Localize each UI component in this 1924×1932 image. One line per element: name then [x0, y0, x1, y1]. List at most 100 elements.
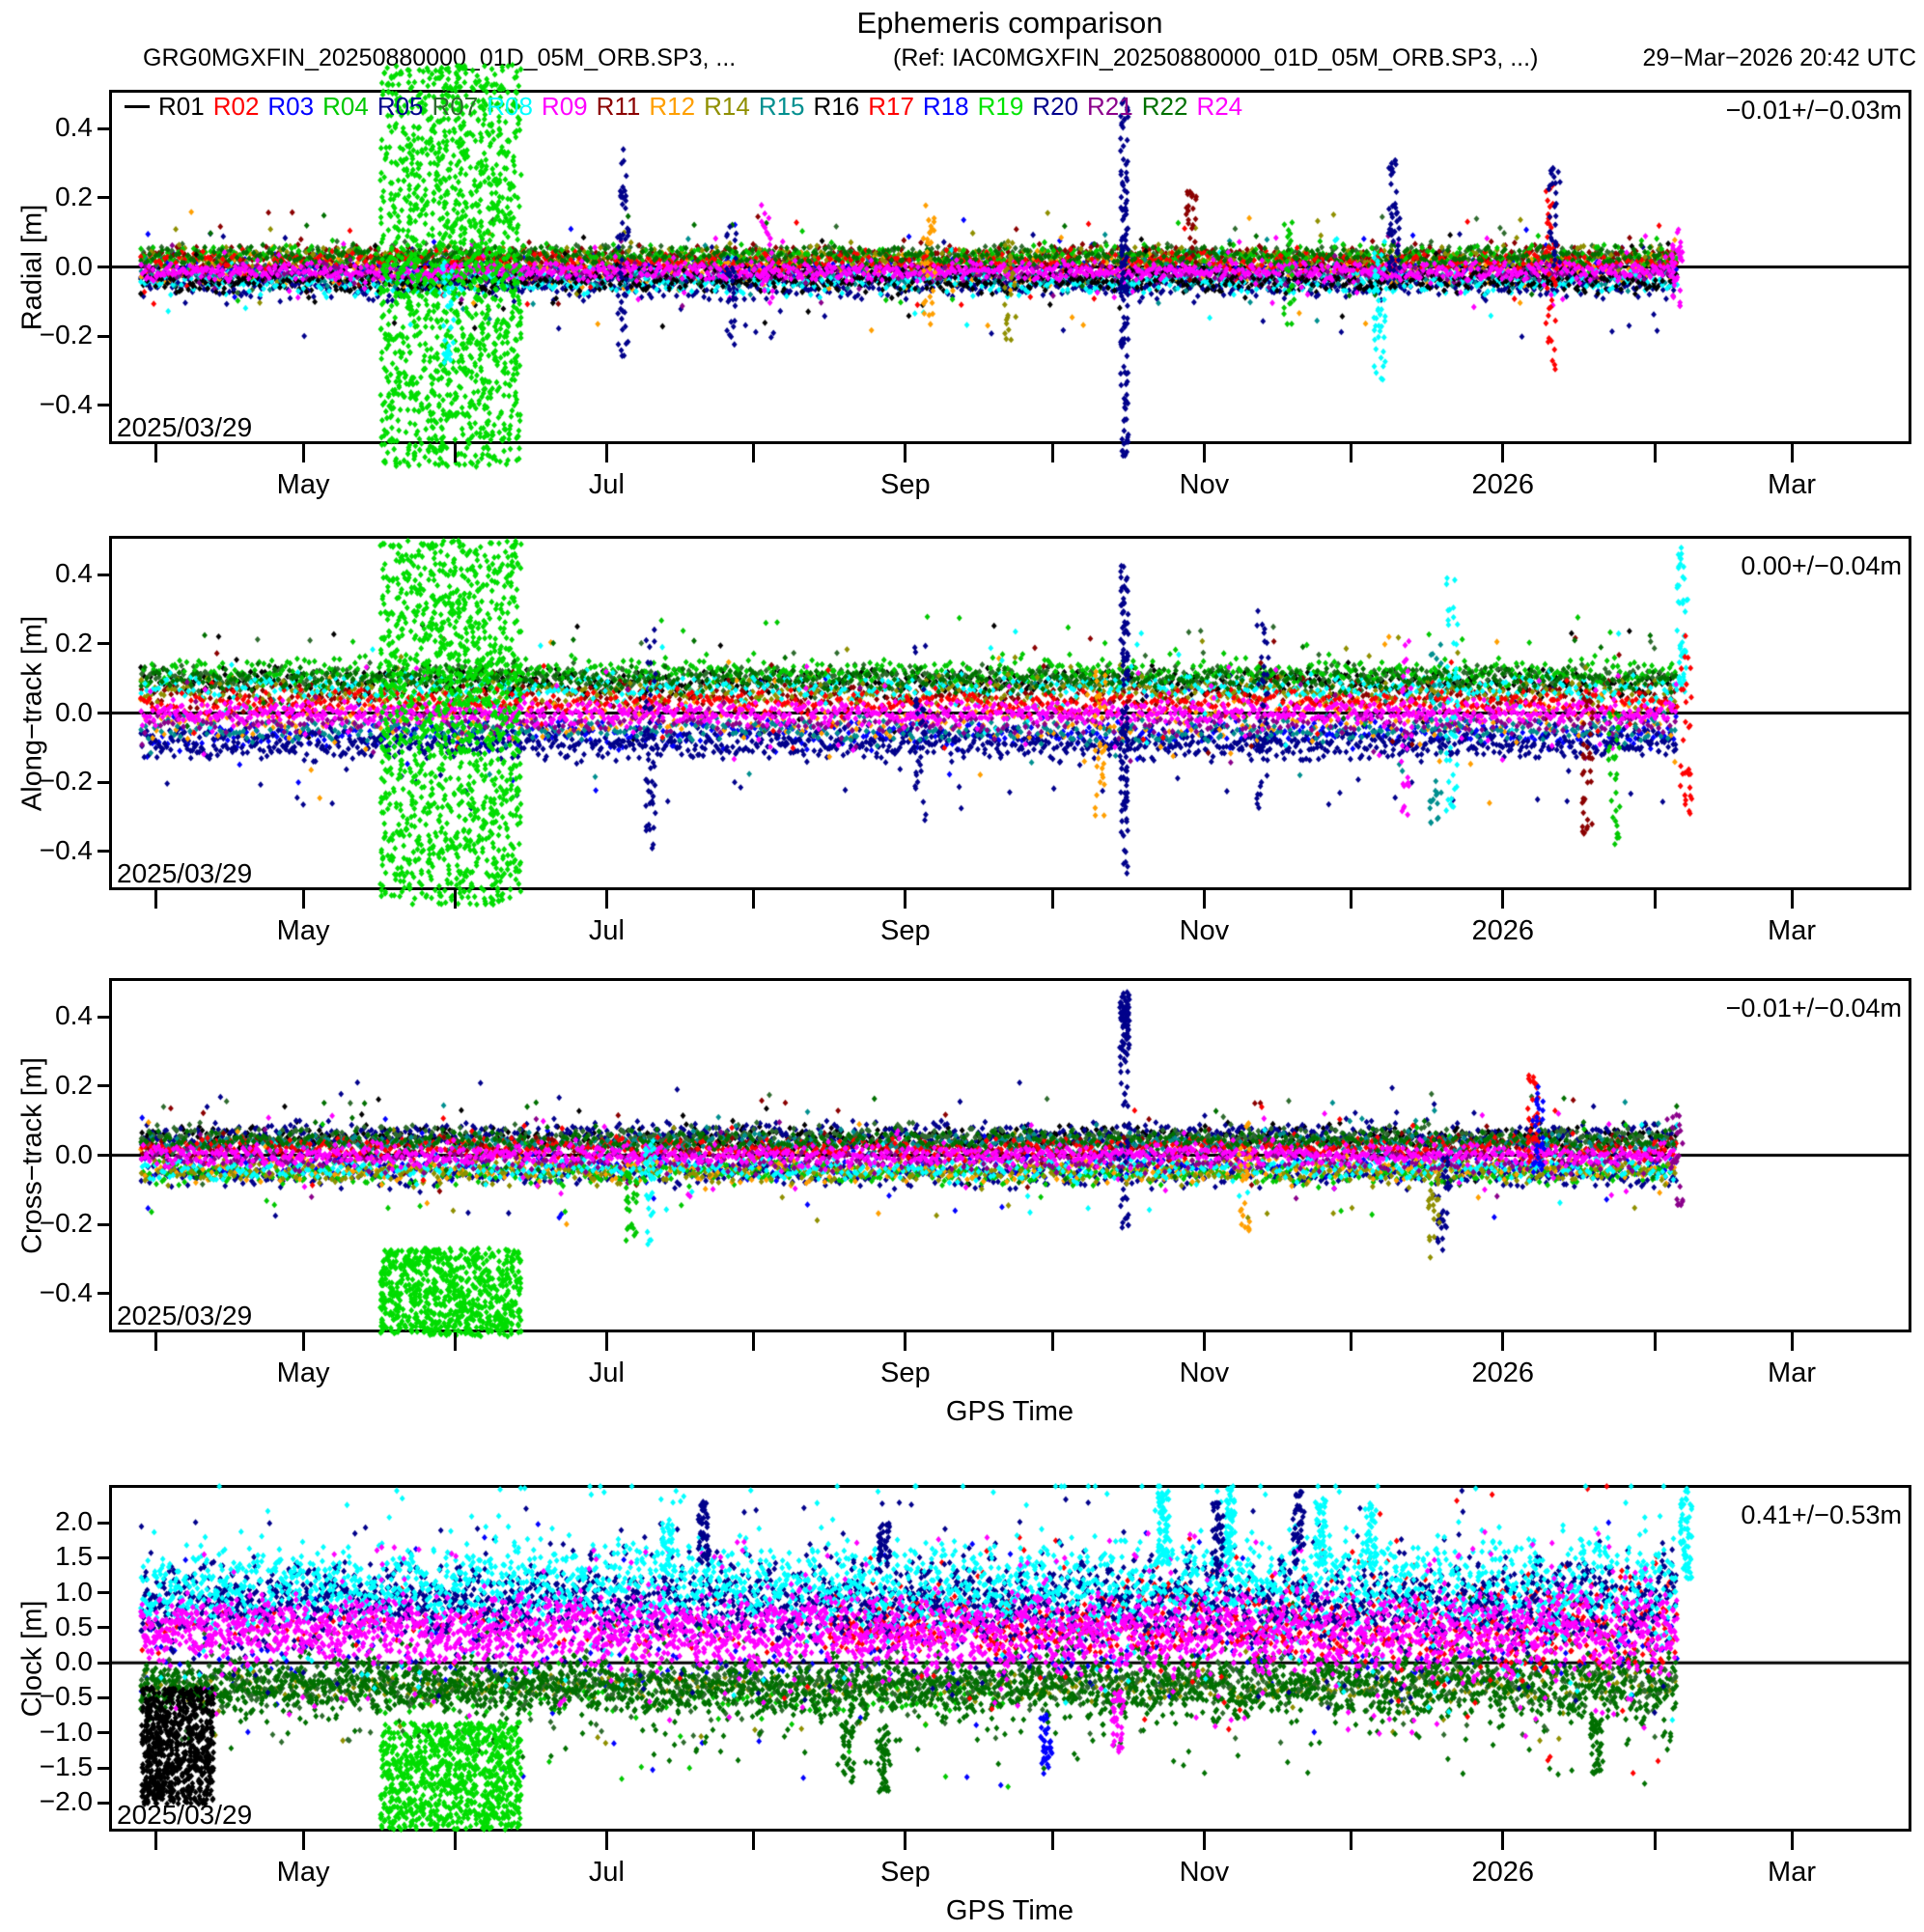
y-tick-label-cross-track: 0.2 [55, 1069, 93, 1100]
x-tick-label-clock: Jul [588, 1857, 626, 1888]
x-tick-label-clock: Sep [880, 1857, 931, 1888]
x-tick-along-track [1501, 890, 1505, 909]
x-tick-radial [1653, 444, 1657, 462]
x-tick-cross-track [604, 1332, 608, 1351]
x-tick-label-radial: Sep [880, 469, 931, 500]
y-tick-label-cross-track: 0.4 [55, 1000, 93, 1031]
legend-entry-r17: R17 [868, 92, 914, 121]
x-tick-radial [453, 444, 457, 462]
legend-entry-r04: R04 [322, 92, 369, 121]
x-tick-label-along-track: Sep [880, 915, 931, 946]
x-tick-along-track [453, 890, 457, 909]
x-tick-label-along-track: Jul [588, 915, 626, 946]
x-tick-radial [1350, 444, 1353, 462]
x-tick-label-radial: Jul [588, 469, 626, 500]
y-tick-along-track [98, 780, 109, 784]
y-tick-label-along-track: 0.0 [55, 696, 93, 727]
x-tick-radial [604, 444, 608, 462]
x-tick-label-radial: 2026 [1471, 469, 1535, 500]
y-tick-label-clock: 1.0 [55, 1576, 93, 1607]
x-tick-cross-track [1202, 1332, 1206, 1351]
y-tick-along-track [98, 573, 109, 576]
x-tick-cross-track [1350, 1332, 1353, 1351]
y-tick-label-cross-track: −0.4 [39, 1276, 93, 1307]
y-tick-label-clock: 0.5 [55, 1610, 93, 1641]
y-tick-label-clock: 1.5 [55, 1541, 93, 1572]
x-tick-cross-track [1653, 1332, 1657, 1351]
legend-entry-r08: R08 [487, 92, 533, 121]
legend-entry-r20: R20 [1032, 92, 1079, 121]
x-tick-label-clock: May [276, 1857, 330, 1888]
x-tick-along-track [904, 890, 907, 909]
x-tick-clock [453, 1832, 457, 1850]
legend-entry-r02: R02 [212, 92, 260, 121]
x-tick-radial [904, 444, 907, 462]
x-tick-label-cross-track: Mar [1768, 1358, 1817, 1388]
x-tick-along-track [301, 890, 305, 909]
y-tick-clock [98, 1591, 109, 1595]
legend-entry-r16: R16 [813, 92, 860, 121]
y-tick-radial [98, 196, 109, 200]
x-tick-along-track [154, 890, 158, 909]
y-tick-label-clock: 0.0 [55, 1646, 93, 1677]
x-tick-radial [1050, 444, 1054, 462]
x-tick-radial [1501, 444, 1505, 462]
x-tick-label-along-track: 2026 [1471, 915, 1535, 946]
x-tick-clock [1501, 1832, 1505, 1850]
legend-entry-r07: R07 [432, 92, 479, 121]
satellite-legend: R01 R02 R03 R04 R05 R07 R08 R09 R11 R12 R14 R15 R16 R… [125, 92, 1242, 122]
x-tick-clock [1050, 1832, 1054, 1850]
x-tick-clock [1350, 1832, 1353, 1850]
legend-entry-r09: R09 [541, 92, 588, 121]
x-tick-along-track [604, 890, 608, 909]
y-tick-clock [98, 1801, 109, 1805]
x-tick-label-along-track: Nov [1179, 915, 1230, 946]
y-tick-label-clock: −1.5 [39, 1751, 93, 1781]
start-date-label-along-track: 2025/03/29 [117, 858, 253, 888]
x-tick-clock [1202, 1832, 1206, 1850]
along-track-scatter-canvas [109, 507, 1911, 919]
x-tick-radial [1790, 444, 1794, 462]
x-tick-radial [1202, 444, 1206, 462]
legend-line-marker [125, 105, 150, 108]
x-tick-label-clock: Nov [1179, 1857, 1230, 1888]
x-axis-title-clock: GPS Time [945, 1895, 1074, 1926]
y-tick-label-clock: −2.0 [39, 1786, 93, 1817]
x-tick-clock [604, 1832, 608, 1850]
legend-entry-r22: R22 [1141, 92, 1188, 121]
y-tick-label-cross-track: −0.2 [39, 1208, 93, 1239]
y-tick-clock [98, 1555, 109, 1559]
y-tick-clock [98, 1626, 109, 1630]
y-tick-label-clock: 2.0 [55, 1506, 93, 1537]
legend-entry-r19: R19 [977, 92, 1024, 121]
x-tick-clock [1790, 1832, 1794, 1850]
x-tick-along-track [1350, 890, 1353, 909]
y-tick-along-track [98, 850, 109, 854]
x-tick-clock [752, 1832, 756, 1850]
x-tick-along-track [1790, 890, 1794, 909]
y-tick-clock [98, 1731, 109, 1735]
y-tick-label-cross-track: 0.0 [55, 1138, 93, 1169]
y-tick-along-track [98, 712, 109, 714]
legend-entry-r12: R12 [649, 92, 696, 121]
x-tick-label-cross-track: Jul [588, 1358, 626, 1388]
y-tick-label-along-track: 0.4 [55, 558, 93, 589]
x-tick-cross-track [1790, 1332, 1794, 1351]
legend-entry-r01: R01 [158, 92, 205, 121]
x-tick-label-clock: Mar [1768, 1857, 1817, 1888]
y-tick-label-radial: 0.2 [55, 181, 93, 211]
clock-scatter-canvas [109, 1456, 1911, 1861]
figure-title: Ephemeris comparison [856, 6, 1163, 40]
stat-badge-cross-track: −0.01+/−0.04m [1725, 994, 1902, 1022]
stat-badge-clock: 0.41+/−0.53m [1741, 1500, 1902, 1529]
y-tick-clock [98, 1766, 109, 1770]
y-tick-cross-track [98, 1292, 109, 1296]
x-tick-label-clock: 2026 [1471, 1857, 1535, 1888]
y-tick-cross-track [98, 1084, 109, 1088]
y-tick-label-radial: 0.4 [55, 112, 93, 143]
x-tick-label-cross-track: 2026 [1471, 1358, 1535, 1388]
x-tick-cross-track [154, 1332, 158, 1351]
x-tick-cross-track [453, 1332, 457, 1351]
x-tick-label-cross-track: Nov [1179, 1358, 1230, 1388]
y-tick-label-along-track: −0.2 [39, 766, 93, 797]
